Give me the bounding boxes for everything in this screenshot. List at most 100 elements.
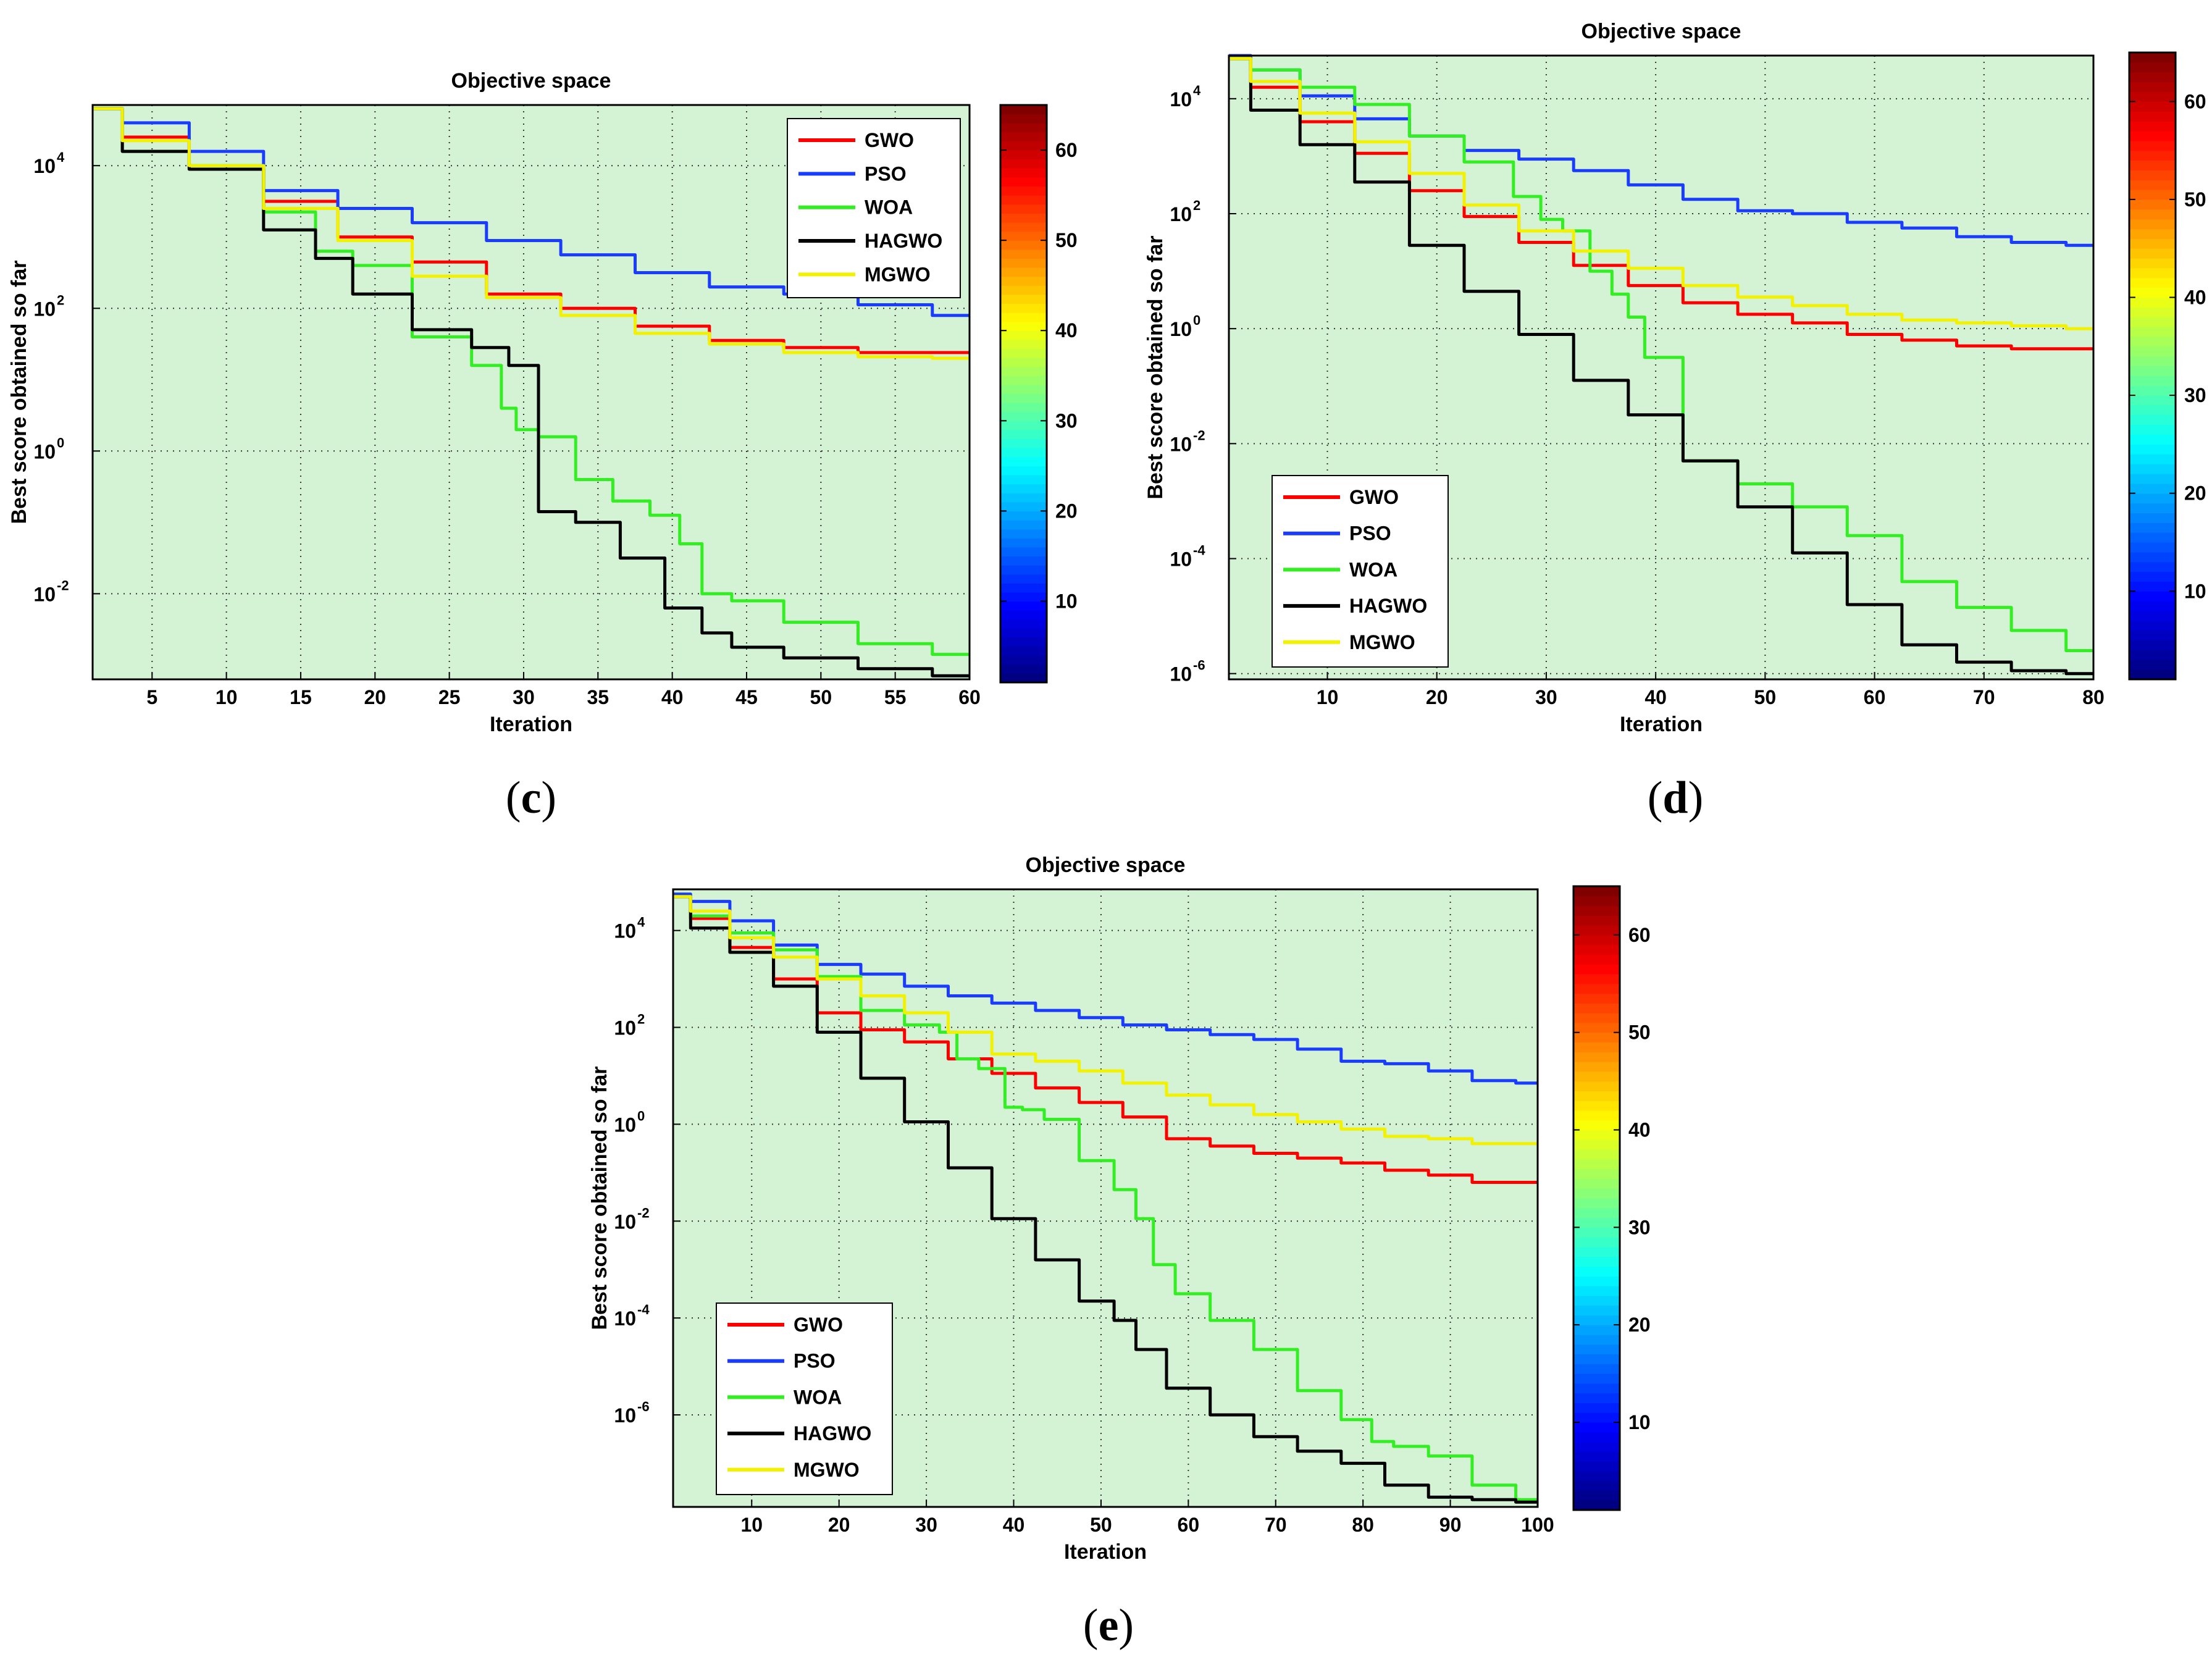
chart-e-y-tick-label: 10: [614, 920, 636, 942]
chart-e-colorbar-segment: [1573, 1237, 1620, 1248]
chart-c-x-tick-label: 25: [438, 686, 461, 708]
chart-d-colorbar-segment: [2129, 395, 2176, 406]
panel-c: Objective space 5 10 15 20 25 30 35 40 45 50 55 60 10…: [0, 0, 1078, 736]
chart-e-colorbar-segment: [1573, 1130, 1620, 1140]
chart-e-colorbar-segment: [1573, 993, 1620, 1004]
chart-d-legend: GWO PSO WOA HAGWO MGWO: [1271, 475, 1449, 668]
chart-d-colorbar-segment: [2129, 552, 2176, 563]
chart-d-colorbar-segment: [2129, 327, 2176, 337]
chart-c-colorbar-segment: [1000, 466, 1047, 476]
chart-c-colorbar-segment: [1000, 159, 1047, 169]
chart-e-colorbar-segment: [1573, 1168, 1620, 1180]
chart-c-colorbar-segment: [1000, 186, 1047, 196]
chart-d-colorbar-segment: [2129, 267, 2176, 279]
chart-e-y-tick-label: 10: [614, 1017, 636, 1039]
chart-d-colorbar-segment: [2129, 660, 2176, 670]
chart-d-colorbar-tick-label: 10: [2184, 580, 2206, 602]
chart-e-series-gwo: [673, 895, 1538, 1184]
chart-e-colorbar-tick-label: 10: [1628, 1411, 1651, 1433]
chart-c-colorbar-segment: [1000, 168, 1047, 178]
chart-d-colorbar-segment: [2129, 561, 2176, 572]
chart-e-colorbar-segment: [1573, 1042, 1620, 1052]
chart-c-colorbar-tick-label: 10: [1055, 590, 1078, 613]
chart-e-y-tick-exponent: 4: [637, 915, 645, 930]
chart-e-colorbar-segment: [1573, 1178, 1620, 1189]
chart-c-y-tick-label: 10: [33, 583, 56, 605]
chart-d-colorbar-segment: [2129, 336, 2176, 347]
chart-d-colorbar-segment: [2129, 591, 2176, 602]
chart-d-colorbar-segment: [2129, 640, 2176, 651]
chart-c-colorbar-segment: [1000, 204, 1047, 214]
chart-c-colorbar-segment: [1000, 501, 1047, 512]
chart-e-colorbar-segment: [1573, 1120, 1620, 1131]
chart-d-y-tick-exponent: 2: [1193, 198, 1200, 213]
chart-e-colorbar-segment: [1573, 974, 1620, 984]
chart-e-colorbar-segment: [1573, 1354, 1620, 1364]
chart-c-colorbar-segment: [1000, 646, 1047, 656]
chart-e-y-tick-label: 10: [614, 1113, 636, 1136]
chart-d-colorbar-segment: [2129, 610, 2176, 621]
chart-c-legend: GWO PSO WOA HAGWO MGWO: [787, 118, 961, 298]
chart-c-colorbar-segment: [1000, 511, 1047, 521]
chart-e-colorbar-segment: [1573, 1207, 1620, 1218]
chart-e-colorbar-segment: [1573, 905, 1620, 916]
chart-e-colorbar-segment: [1573, 1286, 1620, 1296]
chart-c-colorbar-segment: [1000, 231, 1047, 241]
chart-c-series-hagwo: [93, 107, 970, 677]
chart-d-y-tick-exponent: 4: [1193, 83, 1201, 98]
chart-e-colorbar-segment: [1573, 1441, 1620, 1452]
chart-d-y-tick-label: 10: [1170, 433, 1192, 455]
chart-e-colorbar-segment: [1573, 1013, 1620, 1023]
chart-c-x-tick-label: 15: [290, 686, 312, 708]
chart-e-colorbar-segment: [1573, 1334, 1620, 1345]
chart-e-colorbar-segment: [1573, 1374, 1620, 1384]
chart-e-colorbar-segment: [1573, 1052, 1620, 1062]
chart-e-x-tick-label: 10: [740, 1514, 763, 1536]
chart-d-y-tick-label: 10: [1170, 203, 1192, 225]
chart-e-colorbar-segment: [1573, 1500, 1620, 1511]
chart-d-colorbar-segment: [2129, 493, 2176, 504]
chart-e-y-tick-exponent: -4: [637, 1302, 650, 1317]
chart-c-colorbar-segment: [1000, 655, 1047, 665]
chart-d-colorbar-segment: [2129, 483, 2176, 494]
chart-e-colorbar-segment: [1573, 1393, 1620, 1404]
chart-d-colorbar-segment: [2129, 101, 2176, 112]
chart-c-colorbar-segment: [1000, 222, 1047, 232]
chart-c-colorbar-segment: [1000, 664, 1047, 674]
chart-c-x-tick-label: 55: [884, 686, 907, 708]
chart-e-colorbar-segment: [1573, 1305, 1620, 1315]
chart-d-colorbar-segment: [2129, 229, 2176, 239]
chart-c-colorbar-segment: [1000, 448, 1047, 458]
chart-e-series-woa: [673, 895, 1538, 1501]
chart-e-legend-label-mgwo: MGWO: [794, 1459, 860, 1481]
chart-e-colorbar-segment: [1573, 1139, 1620, 1150]
chart-e-series-hagwo: [673, 895, 1538, 1504]
chart-c-colorbar-segment: [1000, 438, 1047, 448]
chart-d-colorbar-tick-label: 40: [2184, 286, 2206, 308]
chart-e-x-tick-label: 30: [915, 1514, 937, 1536]
chart-e-x-tick-label: 100: [1521, 1514, 1554, 1536]
chart-e-title: Objective space: [1026, 853, 1186, 877]
caption-d: (d): [1647, 773, 1704, 823]
chart-c-colorbar-segment: [1000, 105, 1047, 115]
chart-c-colorbar-segment: [1000, 258, 1047, 268]
chart-d-colorbar-segment: [2129, 454, 2176, 464]
chart-e-colorbar-segment: [1573, 1227, 1620, 1238]
panel-d: Objective space 10 20 30 40 50 60 70 80 10 4 10 2 10 0…: [1112, 0, 2212, 736]
chart-d-series-hagwo: [1229, 57, 2093, 676]
chart-e-y-tick-label: 10: [614, 1404, 636, 1427]
chart-c-x-tick-label: 20: [364, 686, 386, 708]
chart-d-colorbar-segment: [2129, 650, 2176, 660]
chart-d-colorbar-segment: [2129, 140, 2176, 151]
chart-c-colorbar-tick-label: 30: [1055, 409, 1078, 432]
chart-c-x-tick-label: 30: [513, 686, 535, 708]
chart-e-ylabel: Best score obtained so far: [588, 1066, 611, 1330]
chart-c-x-tick-label: 40: [661, 686, 684, 708]
chart-c-colorbar-frame: [999, 104, 1048, 684]
chart-e-y-tick-exponent: 0: [637, 1108, 645, 1123]
chart-d-colorbar-segment: [2129, 170, 2176, 180]
chart-e-colorbar-segment: [1573, 1110, 1620, 1121]
chart-d-colorbar-segment: [2129, 444, 2176, 455]
chart-d-colorbar-segment: [2129, 150, 2176, 161]
